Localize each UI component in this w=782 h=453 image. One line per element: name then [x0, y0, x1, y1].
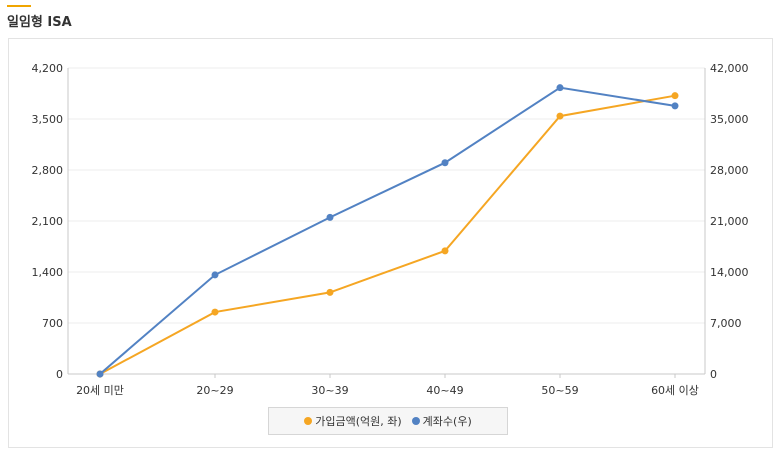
x-tick-label: 20세 미만 — [76, 384, 124, 397]
y-left-tick-label: 700 — [42, 317, 63, 330]
data-point-accounts — [556, 84, 564, 92]
data-point-amount — [211, 308, 219, 316]
y-left-tick-label: 3,500 — [32, 113, 64, 126]
y-left-tick-label: 0 — [56, 368, 63, 381]
data-point-accounts — [96, 370, 104, 378]
x-tick-label: 50~59 — [541, 384, 578, 397]
data-point-amount — [326, 288, 334, 296]
y-left-tick-label: 1,400 — [32, 266, 64, 279]
data-point-accounts — [326, 213, 334, 221]
x-tick-label: 40~49 — [426, 384, 463, 397]
y-right-tick-label: 35,000 — [710, 113, 749, 126]
x-tick-label: 60세 이상 — [651, 384, 699, 397]
title-accent-bar — [7, 5, 31, 7]
grid-lines — [68, 67, 705, 375]
legend-label-amount: 가입금액(억원, 좌) — [315, 415, 402, 428]
series-line-accounts — [99, 86, 676, 375]
y-right-tick-label: 42,000 — [710, 62, 749, 75]
data-point-accounts — [211, 271, 219, 279]
x-tick-label: 20~29 — [196, 384, 233, 397]
chart-panel — [8, 38, 773, 448]
data-point-amount — [556, 112, 564, 120]
series — [96, 84, 679, 378]
series-line-amount — [99, 94, 676, 375]
y-left-tick-label: 4,200 — [32, 62, 64, 75]
legend-marker-amount — [304, 417, 313, 425]
legend-item-amount[interactable]: 가입금액(억원, 좌) — [304, 413, 402, 429]
legend-label-accounts: 계좌수(우) — [422, 415, 472, 428]
data-point-accounts — [671, 102, 679, 110]
y-right-tick-label: 28,000 — [710, 164, 749, 177]
legend-item-accounts[interactable]: 계좌수(우) — [411, 413, 472, 429]
y-right-tick-label: 14,000 — [710, 266, 749, 279]
page-title: 일임형 ISA — [7, 15, 72, 30]
y-right-tick-label: 21,000 — [710, 215, 749, 228]
data-point-accounts — [441, 159, 449, 167]
x-tick-label: 30~39 — [311, 384, 348, 397]
y-right-tick-label: 7,000 — [710, 317, 742, 330]
y-left-tick-label: 2,800 — [32, 164, 64, 177]
legend: 가입금액(억원, 좌) 계좌수(우) — [268, 407, 508, 435]
y-right-tick-label: 0 — [710, 368, 717, 381]
axes: 0 0 700 7,000 1,400 14,000 2,100 21,000 2,800 28,… — [32, 62, 749, 397]
legend-marker-accounts — [411, 417, 420, 425]
data-point-amount — [671, 92, 679, 100]
data-point-amount — [441, 247, 449, 255]
y-left-tick-label: 2,100 — [32, 215, 64, 228]
